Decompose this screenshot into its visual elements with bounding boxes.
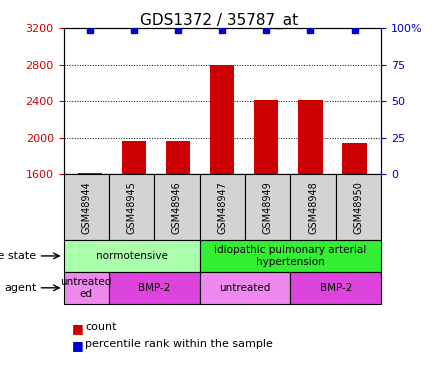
Text: untreated: untreated: [219, 283, 271, 293]
Text: ■: ■: [72, 322, 84, 336]
Text: agent: agent: [4, 283, 36, 293]
Text: GSM48945: GSM48945: [127, 181, 137, 234]
Bar: [64, 240, 200, 272]
Bar: [254, 100, 279, 174]
Bar: [122, 141, 146, 174]
Bar: [245, 174, 290, 240]
Bar: [343, 143, 367, 174]
Bar: [64, 174, 109, 240]
Bar: [109, 174, 154, 240]
Bar: [210, 64, 234, 174]
Bar: [166, 141, 191, 174]
Bar: [290, 174, 336, 240]
Bar: [298, 100, 322, 174]
Text: GSM48947: GSM48947: [217, 181, 227, 234]
Text: BMP-2: BMP-2: [138, 283, 170, 293]
Bar: [154, 174, 200, 240]
Bar: [200, 174, 245, 240]
Text: disease state: disease state: [0, 251, 36, 261]
Text: GSM48946: GSM48946: [172, 181, 182, 234]
Text: GSM48949: GSM48949: [263, 181, 272, 234]
Text: GSM48944: GSM48944: [81, 181, 91, 234]
Bar: [78, 172, 102, 174]
Bar: [200, 240, 381, 272]
Text: normotensive: normotensive: [95, 251, 167, 261]
Text: percentile rank within the sample: percentile rank within the sample: [85, 339, 273, 350]
Bar: [290, 272, 381, 304]
Text: BMP-2: BMP-2: [319, 283, 352, 293]
Text: ■: ■: [72, 339, 84, 352]
Bar: [336, 174, 381, 240]
Text: GSM48948: GSM48948: [308, 181, 318, 234]
Text: GSM48950: GSM48950: [353, 181, 364, 234]
Text: count: count: [85, 322, 117, 333]
Bar: [200, 272, 290, 304]
Bar: [64, 272, 109, 304]
Bar: [109, 272, 200, 304]
Text: GDS1372 / 35787_at: GDS1372 / 35787_at: [140, 13, 298, 29]
Text: idiopathic pulmonary arterial
hypertension: idiopathic pulmonary arterial hypertensi…: [214, 245, 367, 267]
Text: untreated
ed: untreated ed: [60, 277, 112, 298]
